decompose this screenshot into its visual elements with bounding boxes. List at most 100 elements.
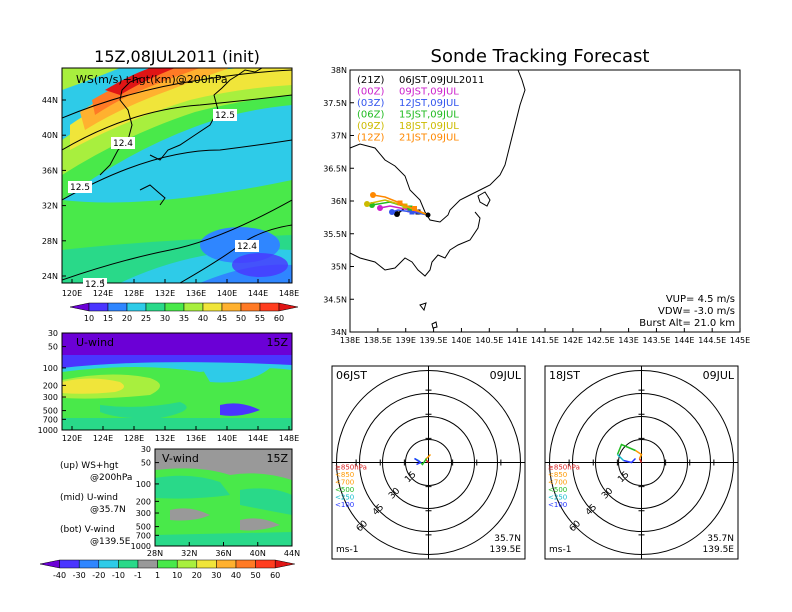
v-lat-tick-label: 40N [250,549,266,558]
sonde-lon-tick-label: 143.5E [642,336,670,345]
u-lon-tick-label: 136E [186,434,206,443]
map-lon-tick-label: 128E [124,289,144,298]
note-bot-a: (bot) V-wind [60,525,115,535]
wind-colorbar-swatch [176,559,198,569]
contour-label: 12.5 [70,183,90,193]
note-up-b: @200hPa [90,473,132,483]
contour-label: 12.4 [113,139,133,149]
colorbar-swatch [278,302,299,312]
contour-label-bg [235,240,259,252]
panel-legend-notes: (up) WS+hgt @200hPa (mid) U-wind @35.7N … [60,461,132,547]
launch-point [425,212,431,218]
colorbar-swatch [259,302,280,312]
hodograph-level-label: <850 [548,471,567,479]
u-lon-tick-label: 144E [248,434,268,443]
sonde-lon-tick-label: 142E [563,336,583,345]
sonde-track-marker [412,206,417,211]
wind-colorbar-swatch [235,559,256,569]
note-mid-b: @35.7N [90,505,126,515]
pressure-tick-label: 300 [43,393,58,402]
param-burst-alt: Burst Alt= 21.0 km [639,318,735,329]
hodograph-wind-trace [424,453,432,461]
colorbar-label: 60 [274,314,284,323]
wind-colorbar-swatch [157,559,178,569]
wind-colorbar-swatch [196,559,217,569]
map-lon-tick-label: 120E [62,289,82,298]
u-lon-tick-label: 124E [93,434,113,443]
wind-speed-map [62,68,292,283]
sonde-track-marker [409,209,415,215]
contour-label-bg [83,278,107,290]
colorbar-swatch [88,302,109,312]
wind-colorbar-label: -1 [134,571,142,580]
map-lat-tick-label: 44N [42,96,58,105]
run-time: 09JST,09JUL [399,87,459,98]
wind-colorbar-label: 1 [155,571,160,580]
v-wind-section [155,449,292,546]
hodograph-wind-trace [414,457,422,466]
colorbar-label: 40 [198,314,208,323]
v-wind-time: 15Z [266,452,288,465]
hodograph-level-label: <100 [335,501,354,509]
wind-colorbar: -40 -30 -20 -10 -1 1 10 20 30 40 50 60 [39,559,295,580]
sonde-lon-tick-label: 145E [730,336,750,345]
colorbar-swatch [202,302,223,312]
sonde-lon-tick-label: 144.5E [698,336,726,345]
hodograph-lon: 139.5E [490,545,522,555]
sonde-lon-tick-label: 143E [618,336,638,345]
sonde-lon-tick-label: 141.5E [531,336,559,345]
pressure-tick-label: 1000 [38,426,58,435]
colorbar-label: 15 [103,314,113,323]
run-time: 21JST,09JUL [399,133,459,144]
sonde-coastline [349,69,526,329]
hodograph-wind-trace [616,443,636,455]
hodograph-level-label: ≥850hPa [335,464,367,472]
v-lat-tick-label: 28N [147,549,163,558]
map-lat-tick-label: 40N [42,131,58,140]
sonde-lat-tick-label: 37.5N [323,99,347,108]
sonde-lon-tick-label: 140.5E [475,336,503,345]
u-wind-section [62,333,292,430]
wind-colorbar-label: 30 [211,571,221,580]
map-lon-tick-label: 148E [279,289,299,298]
sonde-lon-tick-label: 141E [507,336,527,345]
hodograph-wind-trace [638,458,643,463]
sonde-lat-ticks: 38N 37.5N 37N 36.5N 36N 35.5N 35N 34.5N 34N [323,66,354,337]
hodograph-level-label: ≥850hPa [548,464,580,472]
run-code: (12Z) [357,133,384,144]
hodograph-unit: ms-1 [549,545,571,555]
sonde-lon-tick-label: 139.5E [420,336,448,345]
run-code: (09Z) [357,121,384,132]
wind-colorbar-label: -10 [112,571,125,580]
hodograph-wind-trace [616,453,625,462]
u-wind-label: U-wind [76,336,114,349]
map-lat-tick-label: 32N [42,202,58,211]
sonde-lon-tick-label: 142.5E [587,336,615,345]
hodograph-date: 09JUL [703,369,735,382]
sonde-lat-tick-label: 37N [331,132,347,141]
sonde-lat-tick-label: 35.5N [323,230,347,239]
wind-colorbar-label: -30 [73,571,86,580]
pressure-tick-label: 30 [141,445,151,454]
u-lon-tick-label: 132E [155,434,175,443]
sonde-burst-point [389,209,395,215]
wind-colorbar-swatch [59,559,80,569]
u-wind-frame [61,332,293,431]
colorbar-label: 10 [84,314,94,323]
wind-colorbar-label: 40 [231,571,241,580]
pressure-tick-label: 50 [48,343,58,352]
sonde-lon-tick-label: 138.5E [364,336,392,345]
contour-label-bg [68,181,92,193]
sonde-track-marker [397,200,403,206]
sonde-lon-tick-label: 140E [451,336,471,345]
sonde-track-marker [402,203,408,209]
sonde-run-legend: (21Z) 06JST,09JUL2011 (00Z) 09JST,09JUL (03Z… [357,75,484,144]
sonde-lon-tick-label: 138E [340,336,360,345]
wind-colorbar-label: 60 [270,571,280,580]
colorbar-swatch [126,302,147,312]
map-lon-tick-label: 124E [93,289,113,298]
pressure-tick-label: 500 [43,407,58,416]
colorbar-swatch [221,302,242,312]
